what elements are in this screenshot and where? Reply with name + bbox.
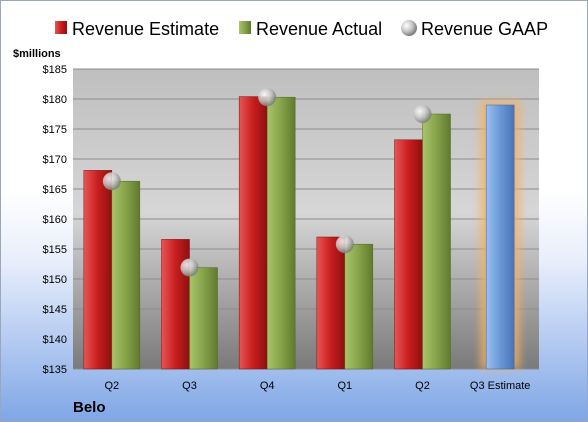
legend: Revenue Estimate Revenue Actual Revenue … <box>55 19 548 39</box>
y-axis-ticks: $135 $140 $145 $150 $155 $160 $165 $170 $175 $180… <box>43 64 67 376</box>
company-name: Belo <box>73 399 106 416</box>
bar-actual <box>422 113 451 370</box>
x-axis-ticks: Q2 Q3 Q4 Q1 Q2 Q3 Estimate <box>104 380 530 392</box>
x-tick-label: Q3 <box>182 380 197 392</box>
gaap-marker <box>335 235 354 254</box>
bar-estimate <box>83 170 113 370</box>
bar-actual <box>189 267 218 370</box>
bar-estimate <box>161 239 190 370</box>
bar-actual <box>266 96 296 370</box>
legend-item-gaap: Revenue GAAP <box>401 19 548 39</box>
legend-label-estimate: Revenue Estimate <box>72 19 219 39</box>
bar-forecast <box>485 104 515 370</box>
bars <box>83 96 521 370</box>
y-tick-label: $170 <box>43 154 67 166</box>
x-tick-label: Q4 <box>260 380 275 392</box>
y-axis-label: $millions <box>13 48 61 60</box>
y-tick-label: $185 <box>43 64 67 76</box>
x-tick-label: Q2 <box>104 380 119 392</box>
x-tick-label: Q3 Estimate <box>470 380 531 392</box>
gridlines <box>73 68 539 370</box>
legend-item-estimate: Revenue Estimate <box>55 19 219 39</box>
y-tick-label: $155 <box>43 244 67 256</box>
gaap-marker <box>180 258 199 277</box>
y-tick-label: $150 <box>43 274 67 286</box>
bar-estimate <box>316 236 346 370</box>
bar-estimate <box>394 139 423 370</box>
legend-item-actual: Revenue Actual <box>239 19 382 39</box>
y-tick-label: $135 <box>43 364 67 376</box>
y-tick-label: $140 <box>43 334 67 346</box>
y-tick-label: $165 <box>43 184 67 196</box>
y-tick-label: $160 <box>43 214 67 226</box>
legend-label-actual: Revenue Actual <box>256 19 382 39</box>
legend-label-gaap: Revenue GAAP <box>421 19 548 39</box>
x-tick-label: Q1 <box>337 380 352 392</box>
bar-estimate <box>238 96 268 370</box>
legend-swatch-actual <box>239 21 251 34</box>
gaap-marker <box>102 172 121 191</box>
gaap-marker <box>258 88 277 107</box>
gaap-markers <box>102 88 432 277</box>
x-tick-label: Q2 <box>415 380 430 392</box>
bar-actual <box>344 243 374 370</box>
legend-swatch-estimate <box>55 21 67 34</box>
gaap-marker <box>413 105 432 123</box>
bar-actual <box>111 180 141 370</box>
legend-swatch-gaap <box>401 20 417 36</box>
y-tick-label: $145 <box>43 304 67 316</box>
y-tick-label: $180 <box>43 94 67 106</box>
y-tick-label: $175 <box>43 124 67 136</box>
